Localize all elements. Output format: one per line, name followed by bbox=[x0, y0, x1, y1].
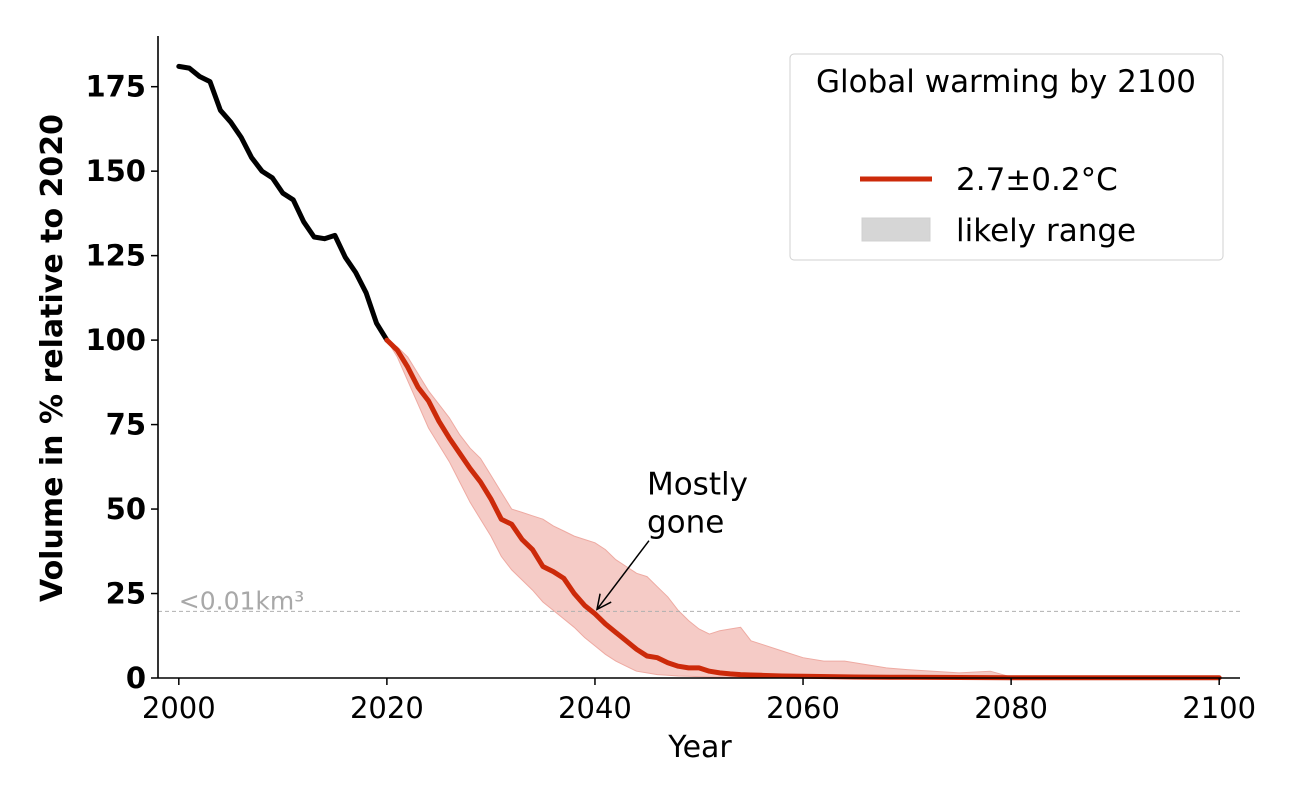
annotation-arrowhead bbox=[595, 593, 612, 611]
x-tick-label: 2000 bbox=[142, 691, 216, 725]
historical-line bbox=[176, 63, 390, 343]
legend-box bbox=[789, 53, 1224, 261]
threshold-label: <0.01km³ bbox=[179, 586, 304, 615]
x-tick-label: 2100 bbox=[1182, 691, 1256, 725]
y-tick-label: 0 bbox=[126, 661, 146, 695]
y-tick-label: 25 bbox=[106, 577, 146, 611]
legend-label-range: likely range bbox=[956, 213, 1136, 249]
legend-title: Global warming by 2100 bbox=[816, 64, 1196, 100]
y-tick-label: 50 bbox=[106, 492, 146, 526]
annotation-arrow bbox=[596, 540, 650, 610]
annotation-text-2: gone bbox=[647, 505, 724, 541]
y-tick-label: 150 bbox=[85, 154, 146, 188]
annotation-text-1: Mostly bbox=[647, 467, 748, 503]
legend-patch-swatch bbox=[861, 217, 931, 242]
x-tick-label: 2080 bbox=[974, 691, 1048, 725]
y-axis-title: Volume in % relative to 2020 bbox=[35, 114, 70, 602]
legend-label-projection: 2.7±0.2°C bbox=[956, 162, 1118, 198]
y-tick-label: 175 bbox=[85, 70, 146, 104]
y-tick-label: 100 bbox=[85, 323, 146, 357]
x-tick-label: 2040 bbox=[558, 691, 632, 725]
x-tick-label: 2020 bbox=[350, 691, 424, 725]
y-tick-label: 75 bbox=[106, 408, 146, 442]
y-tick-label: 125 bbox=[85, 239, 146, 273]
x-axis-title: Year bbox=[667, 730, 732, 765]
axes: 2000 2020 2040 2060 2080 2100 0 25 50 75 100 125 150… bbox=[85, 36, 1256, 725]
likely-range-band bbox=[386, 339, 1220, 679]
projection-line bbox=[384, 337, 1222, 681]
x-tick-label: 2060 bbox=[766, 691, 840, 725]
legend: Global warming by 2100 2.7±0.2°C likely … bbox=[789, 53, 1224, 261]
